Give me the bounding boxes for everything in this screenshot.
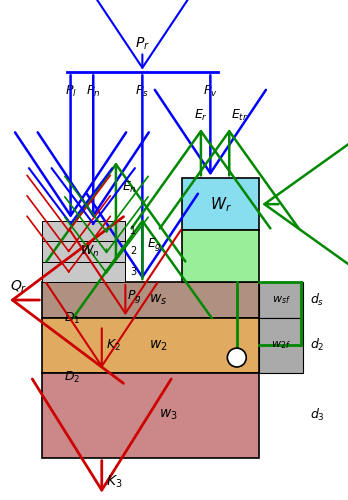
- Text: $P_n$: $P_n$: [86, 84, 101, 99]
- Text: $d_s$: $d_s$: [309, 292, 324, 308]
- Text: $w_{sf}$: $w_{sf}$: [272, 294, 291, 306]
- Text: $E_n$: $E_n$: [121, 180, 136, 195]
- Text: $D_1$: $D_1$: [64, 310, 80, 326]
- Bar: [42, 318, 260, 373]
- Bar: [182, 178, 260, 230]
- Text: $d_3$: $d_3$: [309, 407, 324, 424]
- Bar: [182, 230, 260, 282]
- Text: $P_g$: $P_g$: [127, 288, 142, 305]
- Bar: [42, 241, 125, 262]
- Text: 1: 1: [130, 226, 136, 236]
- Text: $K_3$: $K_3$: [105, 473, 122, 490]
- Bar: [260, 282, 303, 318]
- Text: 2: 2: [130, 246, 136, 256]
- Bar: [42, 373, 260, 458]
- Text: $P_r$: $P_r$: [135, 36, 150, 52]
- Text: $P_s$: $P_s$: [135, 84, 149, 99]
- Text: $E_r$: $E_r$: [194, 108, 208, 124]
- Text: $P_v$: $P_v$: [203, 84, 218, 99]
- Text: $E_{tr}$: $E_{tr}$: [231, 108, 248, 124]
- Text: $Q_r$: $Q_r$: [10, 278, 27, 295]
- Bar: [42, 282, 260, 318]
- Text: $D_2$: $D_2$: [64, 370, 80, 385]
- Circle shape: [227, 348, 246, 367]
- Text: $K_2$: $K_2$: [105, 338, 120, 353]
- Text: 3: 3: [130, 267, 136, 277]
- Text: $w_s$: $w_s$: [149, 293, 167, 307]
- Text: $w_2$: $w_2$: [149, 338, 168, 352]
- Text: $w_3$: $w_3$: [158, 408, 177, 422]
- Text: $d_2$: $d_2$: [309, 338, 324, 353]
- Bar: [42, 220, 125, 241]
- Text: $W_r$: $W_r$: [210, 195, 232, 214]
- Text: $E_g$: $E_g$: [147, 236, 162, 253]
- Bar: [42, 262, 125, 282]
- Text: $w_{2f}$: $w_{2f}$: [271, 340, 291, 351]
- Text: $P_l$: $P_l$: [65, 84, 77, 99]
- Bar: [260, 318, 303, 373]
- Text: $W_n$: $W_n$: [80, 244, 99, 259]
